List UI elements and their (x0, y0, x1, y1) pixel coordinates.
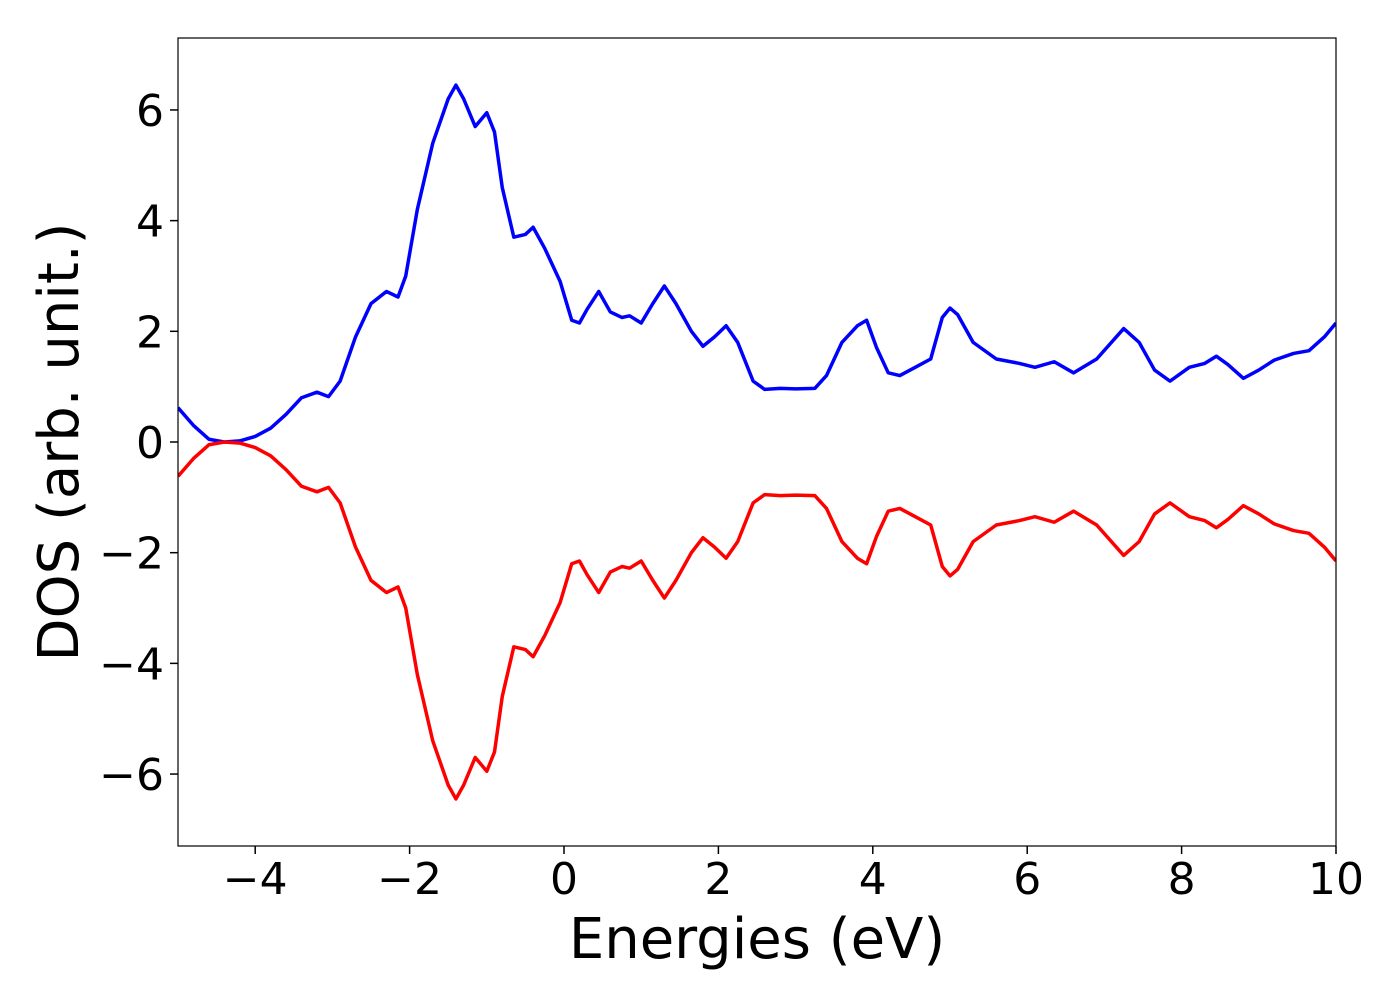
y-tick-label: 2 (136, 307, 164, 358)
x-tick-label: −2 (377, 854, 442, 905)
x-tick-label: −4 (223, 854, 288, 905)
x-tick-label: 0 (550, 854, 578, 905)
y-tick-label: 6 (136, 86, 164, 137)
x-tick-label: 2 (704, 854, 732, 905)
x-axis-label: Energies (eV) (569, 907, 945, 972)
y-tick-label: −2 (99, 529, 164, 580)
y-tick-label: −6 (99, 750, 164, 801)
x-tick-label: 6 (1013, 854, 1041, 905)
x-tick-label: 8 (1168, 854, 1196, 905)
y-tick-label: 0 (136, 418, 164, 469)
x-tick-label: 4 (859, 854, 887, 905)
y-tick-label: −4 (99, 639, 164, 690)
y-axis-label: DOS (arb. unit.) (27, 222, 92, 661)
dos-line (178, 83, 1336, 444)
plot-frame (177, 37, 1337, 847)
x-tick-label: 10 (1308, 854, 1364, 905)
y-tick-label: 4 (136, 197, 164, 248)
dos-line (178, 440, 1336, 801)
